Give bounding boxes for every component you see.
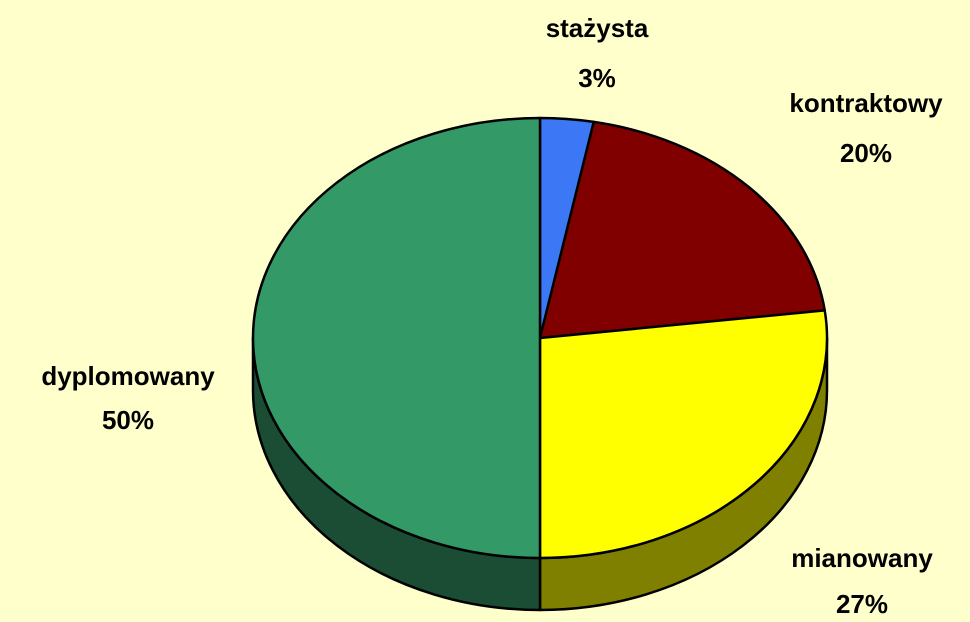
value-label: 50% [102, 405, 154, 435]
value-label: 27% [836, 589, 888, 619]
value-label: 20% [840, 138, 892, 168]
category-label: stażysta [546, 13, 649, 43]
category-label: kontraktowy [789, 88, 943, 118]
category-label: mianowany [791, 543, 933, 573]
slice [538, 120, 826, 340]
slice [251, 116, 542, 560]
slice [538, 309, 829, 560]
category-label: dyplomowany [41, 361, 215, 391]
value-label: 3% [578, 63, 616, 93]
